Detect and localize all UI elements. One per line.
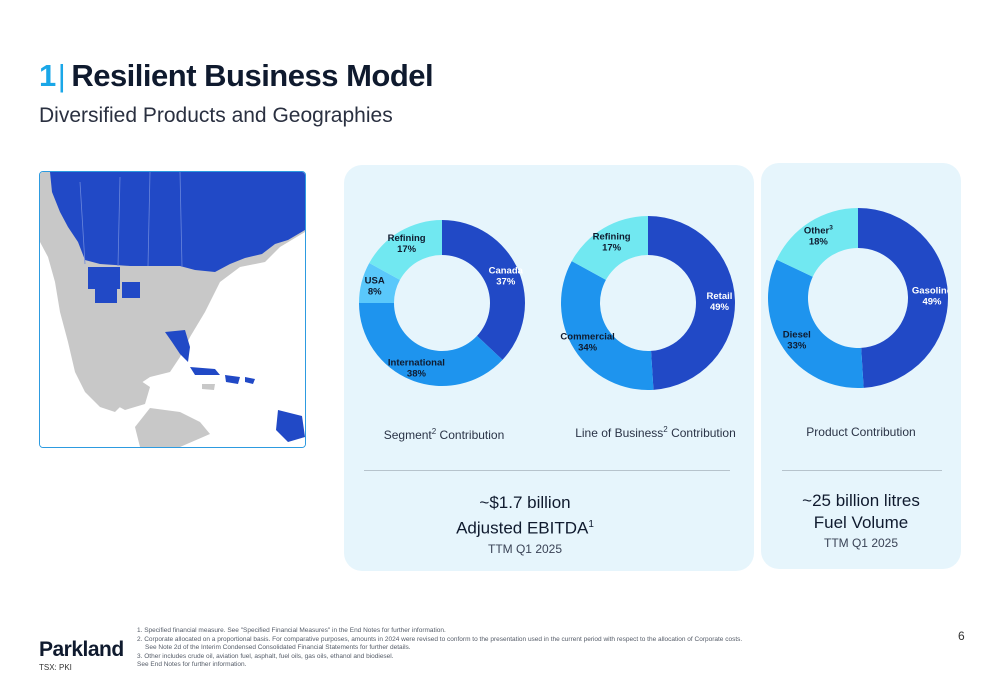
product-slice-diesel: [768, 259, 864, 388]
segment-label-canada: Canada 37%: [489, 265, 524, 287]
north-america-map: [39, 171, 306, 448]
product-slice-other: [776, 208, 858, 277]
ebitda-label: Adjusted EBITDA1: [456, 518, 594, 538]
fuel-value: ~25 billion litres: [802, 491, 920, 510]
footnote-end: See End Notes for further information.: [137, 661, 247, 668]
segment-slice-usa: [359, 263, 400, 303]
section-number: 1: [39, 58, 56, 93]
business-label-retail: Retail 49%: [707, 291, 733, 313]
divider-left: [364, 470, 730, 471]
ticker-symbol: TSX: PKI: [39, 663, 72, 672]
title-separator: |: [57, 58, 66, 93]
segment-donut-chart: Canada 37% International 38% USA 8% Refining 17…: [359, 220, 525, 386]
segment-slice-canada: [442, 220, 525, 360]
product-label-diesel: Diesel 33%: [783, 330, 811, 352]
business-donut-chart: Retail 49% Commercial 34% Refining 17%: [560, 216, 736, 390]
title-text: Resilient Business Model: [71, 58, 434, 93]
segment-label-usa: USA 8%: [365, 276, 385, 298]
fuel-metric: ~25 billion litres Fuel Volume TTM Q1 20…: [766, 490, 956, 550]
product-label-other: Other3 18%: [804, 225, 833, 248]
map-graphic: [40, 172, 305, 447]
segment-caption: Segment2 Contribution: [383, 427, 505, 442]
fuel-label: Fuel Volume: [813, 513, 909, 532]
product-caption: Product Contribution: [806, 425, 916, 439]
footnote-1: 1. Specified financial measure. See "Spe…: [137, 627, 446, 634]
page-title: 1| Resilient Business Model: [39, 58, 434, 94]
product-label-gasoline: Gasoline49%: [912, 286, 948, 308]
business-label-refining: Refining 17%: [593, 231, 631, 253]
segment-label-international: International 38%: [388, 358, 445, 380]
ebitda-period: TTM Q1 2025: [487, 541, 563, 556]
ebitda-value: ~$1.7 billion: [479, 493, 571, 512]
parkland-logo: Parkland: [39, 638, 124, 661]
fuel-period: TTM Q1 2025: [823, 536, 899, 550]
ebitda-metric: ~$1.7 billion Adjusted EBITDA1 TTM Q1 20…: [420, 492, 630, 556]
footnote-2-cont: See Note 2d of the Interim Condensed Con…: [145, 644, 411, 651]
page-number: 6: [958, 629, 965, 643]
footnotes: 1. Specified financial measure. See "Spe…: [137, 627, 837, 670]
business-caption: Line of Business2 Contribution: [575, 425, 736, 440]
divider-right: [782, 470, 942, 471]
segment-slice-international: [359, 303, 503, 386]
business-label-commercial: Commercial 34%: [560, 331, 614, 353]
page-subtitle: Diversified Products and Geographies: [39, 104, 393, 127]
segment-label-refining: Refining 17%: [388, 233, 426, 255]
business-slice-retail: [648, 216, 736, 390]
footnote-3: 3. Other includes crude oil, aviation fu…: [137, 652, 394, 660]
business-slice-refining: [571, 216, 648, 280]
footnote-2: 2. Corporate allocated on a proportional…: [137, 635, 743, 643]
product-slice-gasoline: [858, 208, 948, 388]
segment-slice-refining: [369, 220, 442, 280]
business-slice-commercial: [561, 261, 654, 390]
